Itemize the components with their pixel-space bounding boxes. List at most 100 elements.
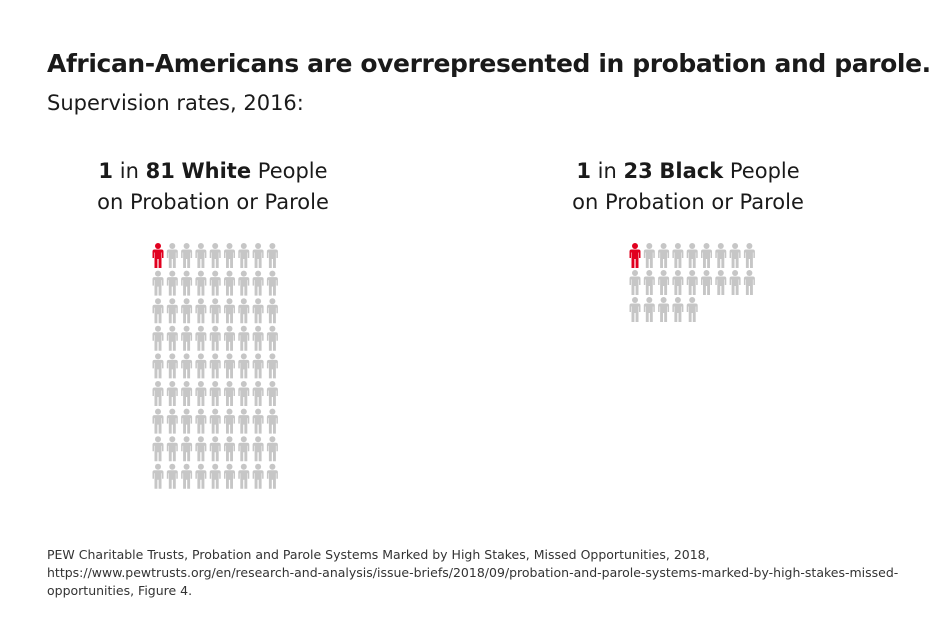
person-icon [166, 463, 178, 489]
person-icon [658, 270, 670, 295]
label-count: 81 [145, 159, 175, 183]
person-icon [629, 270, 641, 295]
black-icon-array [629, 243, 755, 322]
person-icon [209, 463, 221, 489]
person-icon [166, 381, 178, 406]
person-icon [266, 325, 278, 351]
person-icon [238, 408, 250, 434]
person-icon [252, 270, 264, 296]
person-icon [238, 298, 250, 324]
person-icon [252, 353, 264, 379]
person-icon [152, 381, 164, 406]
person-icon [181, 381, 193, 406]
person-icon [224, 436, 235, 462]
person-icon [686, 297, 698, 322]
person-icon [166, 298, 178, 324]
person-icon [238, 436, 250, 462]
person-icon [701, 243, 712, 268]
person-icon [643, 243, 655, 268]
person-icon [224, 243, 235, 268]
source-note: PEW Charitable Trusts, Probation and Par… [47, 547, 899, 598]
person-icon [252, 408, 264, 434]
person-icon [209, 353, 221, 379]
person-icon [715, 270, 727, 295]
person-icon [224, 270, 235, 296]
person-icon [152, 408, 164, 434]
person-icon [181, 325, 193, 351]
person-icon [166, 270, 178, 296]
person-icon [152, 270, 164, 296]
person-icon [743, 270, 755, 295]
person-icon [152, 243, 164, 268]
label-one: 1 [98, 159, 114, 183]
person-icon [195, 270, 207, 296]
person-icon [166, 243, 178, 268]
person-icon [252, 298, 264, 324]
label-line-2: on Probation or Parole [572, 190, 804, 214]
person-icon [729, 270, 741, 295]
person-icon [152, 298, 164, 324]
person-icon [672, 270, 684, 295]
person-icon [209, 243, 221, 268]
person-icon [238, 325, 250, 351]
person-icon [224, 353, 235, 379]
person-icon [672, 297, 684, 322]
person-icon [266, 353, 278, 379]
person-icon [658, 297, 670, 322]
person-icon [166, 325, 178, 351]
person-icon [152, 463, 164, 489]
person-icon [181, 463, 193, 489]
person-icon [266, 463, 278, 489]
person-icon [238, 463, 250, 489]
white-panel-label: 1 in 81 White People on Probation or Par… [43, 156, 383, 218]
person-icon [224, 298, 235, 324]
person-icon [238, 381, 250, 406]
person-icon [224, 408, 235, 434]
label-one: 1 [576, 159, 591, 183]
person-icon [643, 270, 655, 295]
person-icon [266, 270, 278, 296]
person-icon [152, 436, 164, 462]
person-icon [686, 243, 698, 268]
person-icon [224, 381, 235, 406]
person-icon [658, 243, 670, 268]
person-icon [195, 243, 207, 268]
person-icon [701, 270, 712, 295]
person-icon [209, 381, 221, 406]
person-icon [672, 243, 684, 268]
person-icon [181, 243, 193, 268]
person-icon [195, 298, 207, 324]
person-icon [181, 298, 193, 324]
person-icon [715, 243, 727, 268]
person-icon [181, 436, 193, 462]
person-icon [629, 243, 641, 268]
person-icon [195, 408, 207, 434]
person-icon [266, 408, 278, 434]
label-group: Black [659, 159, 724, 183]
label-group: White [181, 159, 252, 183]
person-icon [195, 353, 207, 379]
person-icon [209, 325, 221, 351]
person-icon [252, 436, 264, 462]
label-people: People [729, 159, 800, 183]
label-line-2: on Probation or Parole [97, 190, 329, 214]
person-icon [224, 463, 235, 489]
person-icon [152, 325, 164, 351]
chart-title: African-Americans are overrepresented in… [47, 49, 931, 78]
label-in: in [119, 159, 139, 183]
person-icon [729, 243, 741, 268]
person-icon [181, 353, 193, 379]
white-icon-array [152, 243, 278, 489]
person-icon [252, 381, 264, 406]
black-panel-label: 1 in 23 Black People on Probation or Par… [518, 156, 858, 218]
person-icon [195, 381, 207, 406]
person-icon [195, 463, 207, 489]
person-icon [266, 298, 278, 324]
label-people: People [257, 159, 328, 183]
person-icon [195, 325, 207, 351]
person-icon [152, 353, 164, 379]
person-icon [209, 436, 221, 462]
person-icon [181, 270, 193, 296]
person-icon [181, 408, 193, 434]
person-icon [224, 325, 235, 351]
